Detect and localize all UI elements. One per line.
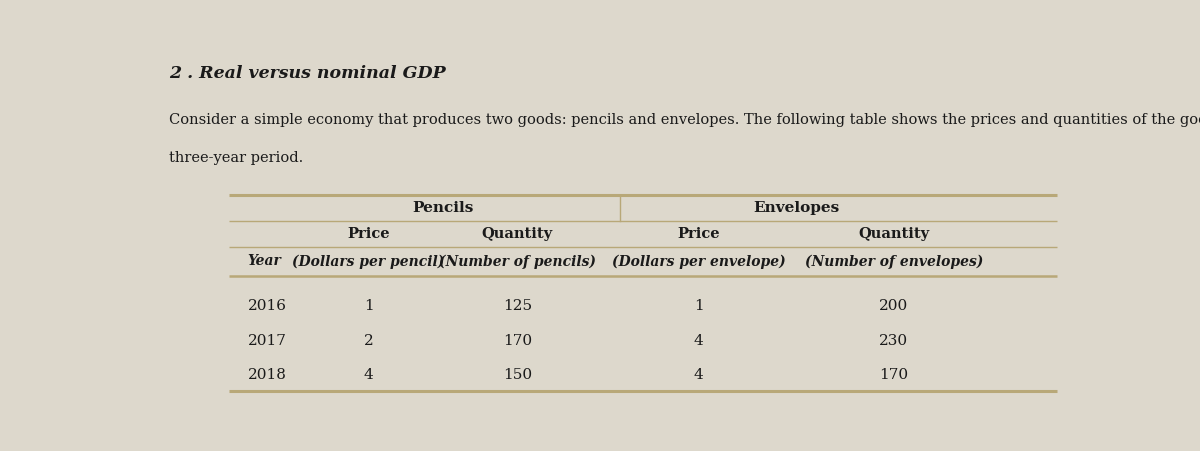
Text: 1: 1 <box>364 299 373 313</box>
Text: 230: 230 <box>880 334 908 348</box>
Text: three-year period.: three-year period. <box>168 152 302 166</box>
Text: Quantity: Quantity <box>858 227 930 241</box>
Text: Price: Price <box>347 227 390 241</box>
Text: Year: Year <box>247 254 281 268</box>
Text: 4: 4 <box>694 368 703 382</box>
Text: (Number of envelopes): (Number of envelopes) <box>805 254 983 269</box>
Text: 2016: 2016 <box>247 299 287 313</box>
Text: 170: 170 <box>503 334 532 348</box>
Text: (Number of pencils): (Number of pencils) <box>439 254 596 269</box>
Text: 2018: 2018 <box>247 368 287 382</box>
Text: Pencils: Pencils <box>413 201 474 215</box>
Text: Envelopes: Envelopes <box>754 201 840 215</box>
Text: 2 . Real versus nominal GDP: 2 . Real versus nominal GDP <box>168 64 445 82</box>
Text: 150: 150 <box>503 368 532 382</box>
Text: Consider a simple economy that produces two goods: pencils and envelopes. The fo: Consider a simple economy that produces … <box>168 113 1200 127</box>
Text: (Dollars per pencil): (Dollars per pencil) <box>293 254 445 269</box>
Text: (Dollars per envelope): (Dollars per envelope) <box>612 254 786 269</box>
Text: 4: 4 <box>364 368 373 382</box>
Text: 2: 2 <box>364 334 373 348</box>
Text: 125: 125 <box>503 299 532 313</box>
Text: 200: 200 <box>880 299 908 313</box>
Text: 2017: 2017 <box>247 334 287 348</box>
Text: 170: 170 <box>880 368 908 382</box>
Text: 1: 1 <box>694 299 703 313</box>
Text: 4: 4 <box>694 334 703 348</box>
Text: Price: Price <box>677 227 720 241</box>
Text: Quantity: Quantity <box>481 227 553 241</box>
